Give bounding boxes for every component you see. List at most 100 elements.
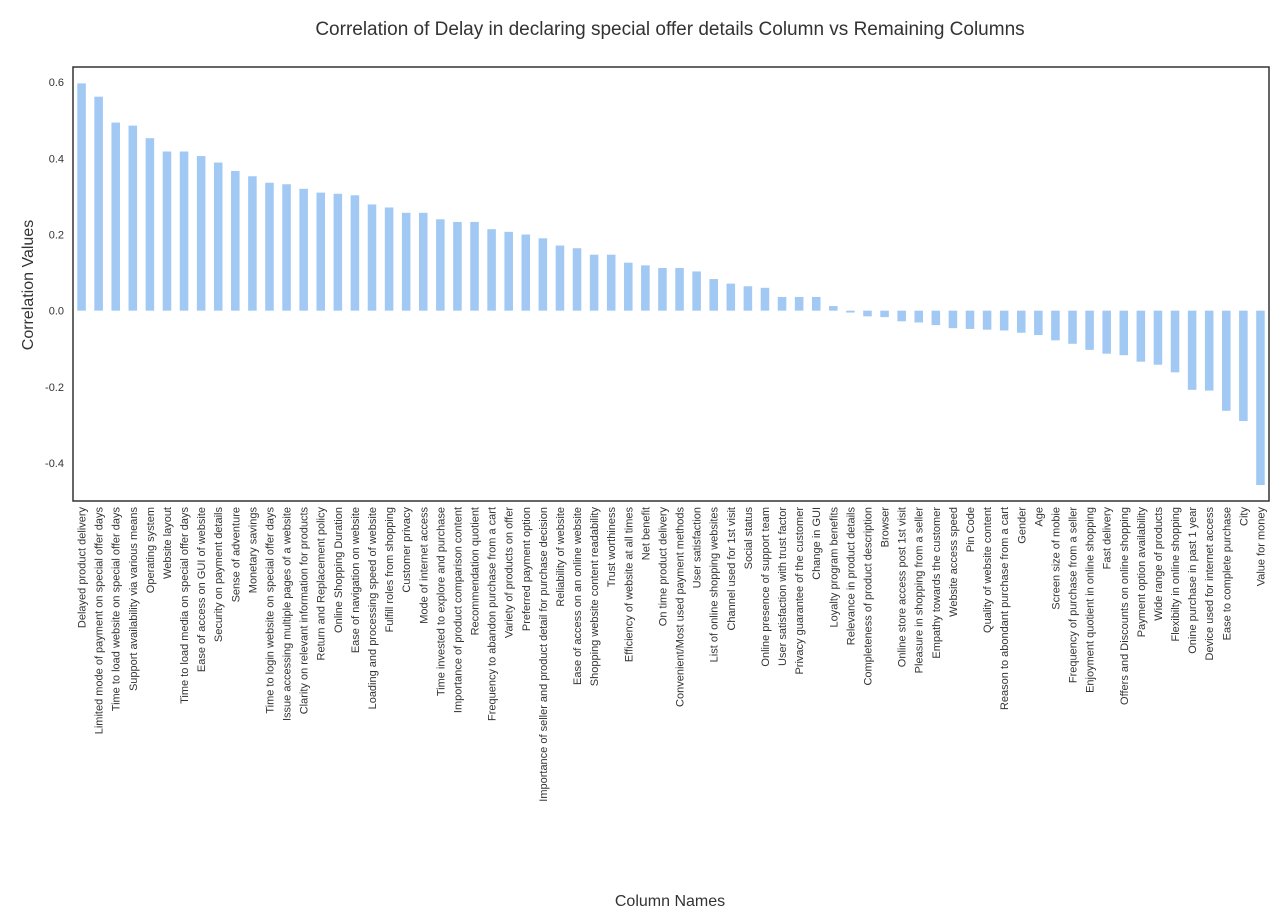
bar: [624, 262, 633, 311]
bar: [880, 310, 889, 318]
x-tick-label: Social status: [743, 507, 755, 570]
plot-frame: [72, 66, 1270, 502]
x-tick-label: Browser: [880, 507, 892, 548]
x-tick-label: Customer privacy: [401, 507, 413, 593]
x-tick-label: Return and Replacement policy: [316, 507, 328, 661]
x-tick-label: Efficiency of website at all times: [623, 507, 635, 663]
bar: [760, 287, 770, 311]
x-tick-label: Fast delivery: [1102, 507, 1114, 570]
bar: [1170, 310, 1180, 373]
x-tick-label: Time to login website on special offer d…: [264, 507, 276, 714]
bar: [555, 245, 565, 311]
bar: [692, 271, 701, 311]
bar: [282, 184, 291, 311]
bar: [299, 188, 308, 311]
bar: [641, 265, 650, 311]
bar: [453, 221, 462, 311]
bar: [965, 310, 975, 329]
x-tick-label: Online presence of support team: [760, 507, 772, 667]
bar: [94, 96, 103, 311]
x-tick-label: Time to load media on special offer days: [179, 507, 191, 704]
bar: [1119, 310, 1129, 356]
x-tick-label: Frequency to abandon purchase from a car…: [487, 507, 499, 721]
x-tick-label: Pleasure in shopping from a seller: [914, 507, 926, 674]
bar: [1204, 310, 1214, 391]
x-tick-label: Payment option availability: [1136, 507, 1148, 638]
bar: [897, 310, 906, 322]
x-tick-label: Onine purchase in past 1 year: [1187, 507, 1199, 654]
bar: [111, 122, 120, 311]
x-tick-label: User satisfaction: [692, 507, 704, 588]
bar: [504, 231, 513, 311]
x-tick-label: Sense of adventure: [230, 507, 242, 602]
x-tick-label: Monetary savings: [247, 507, 259, 594]
x-tick-label: Website layout: [162, 507, 174, 579]
bar: [401, 212, 411, 311]
bar: [863, 310, 872, 317]
x-tick-label: Limited mode of payment on special offer…: [94, 507, 106, 735]
bar: [470, 221, 479, 311]
x-tick-label: Device used for internet access: [1204, 507, 1216, 661]
x-tick-label: Ease of access on GUI of website: [196, 507, 208, 672]
bar: [1187, 310, 1197, 390]
x-tick-label: Gender: [1016, 507, 1028, 544]
x-tick-label: Pin Code: [965, 507, 977, 552]
bar: [709, 279, 718, 311]
x-tick-label: City: [1238, 507, 1250, 526]
bar: [931, 310, 941, 326]
x-tick-label: Completeness of product description: [862, 507, 874, 686]
bar: [1085, 310, 1094, 350]
x-tick-label: Wide range of products: [1153, 507, 1165, 621]
x-tick-label: Fulfill roles from shopping: [384, 507, 396, 632]
x-tick-label: Mode of internet access: [418, 507, 430, 624]
bar: [1068, 310, 1077, 344]
bar: [1051, 310, 1060, 341]
bar: [77, 83, 86, 311]
x-tick-label: Trust worthiness: [606, 507, 618, 588]
bar: [487, 229, 496, 311]
x-tick-label: Time invested to explore and purchase: [435, 507, 447, 696]
bar: [846, 310, 855, 313]
x-tick-label: Recommendation quotient: [470, 507, 482, 635]
bar: [350, 195, 360, 311]
y-axis-label: Correlation Values: [20, 220, 37, 350]
bar: [418, 212, 428, 311]
bar: [248, 176, 257, 311]
x-tick-label: Website access speed: [948, 507, 960, 617]
x-tick-label: Reliability of website: [555, 507, 567, 607]
bar: [794, 296, 804, 311]
x-tick-label: Quality of website content: [982, 507, 994, 633]
bar: [999, 310, 1009, 331]
bar: [333, 193, 343, 311]
y-tick-label: 0.2: [49, 230, 64, 242]
bar: [1239, 310, 1248, 422]
bar: [316, 192, 326, 311]
bars-group: [77, 83, 1265, 486]
bar: [521, 234, 531, 311]
chart-title: Correlation of Delay in declaring specia…: [315, 19, 1024, 40]
x-tick-label: Ease to complete purchase: [1221, 507, 1233, 640]
bar: [589, 254, 599, 311]
x-axis-label: Column Names: [615, 893, 725, 910]
bar: [162, 151, 172, 311]
x-tick-label: Value for money: [1255, 507, 1267, 587]
bar: [196, 156, 206, 311]
x-tick-label: Shopping website content readability: [589, 507, 601, 687]
bar: [1256, 310, 1265, 486]
x-tick-label: List of online shopping websites: [709, 507, 721, 663]
bar: [1153, 310, 1163, 365]
x-tick-label: Variety of products on offer: [504, 507, 516, 638]
x-axis-tick-labels: Delayed product delivery Limited mode of …: [77, 507, 1268, 802]
x-tick-label: Time to load website on special offer da…: [111, 507, 123, 712]
x-tick-label: User satisfaction with trust factor: [777, 507, 789, 666]
x-tick-label: Channel used for 1st visit: [726, 507, 738, 631]
bar: [606, 254, 616, 311]
x-tick-label: Offers and Discounts on online shopping: [1119, 507, 1131, 705]
x-tick-label: Support availability via various means: [128, 507, 140, 692]
y-tick-label: 0.6: [49, 77, 64, 89]
bar: [128, 125, 138, 311]
bar: [811, 296, 821, 311]
x-tick-label: Online Shopping Duration: [333, 507, 345, 633]
bar: [658, 268, 667, 311]
